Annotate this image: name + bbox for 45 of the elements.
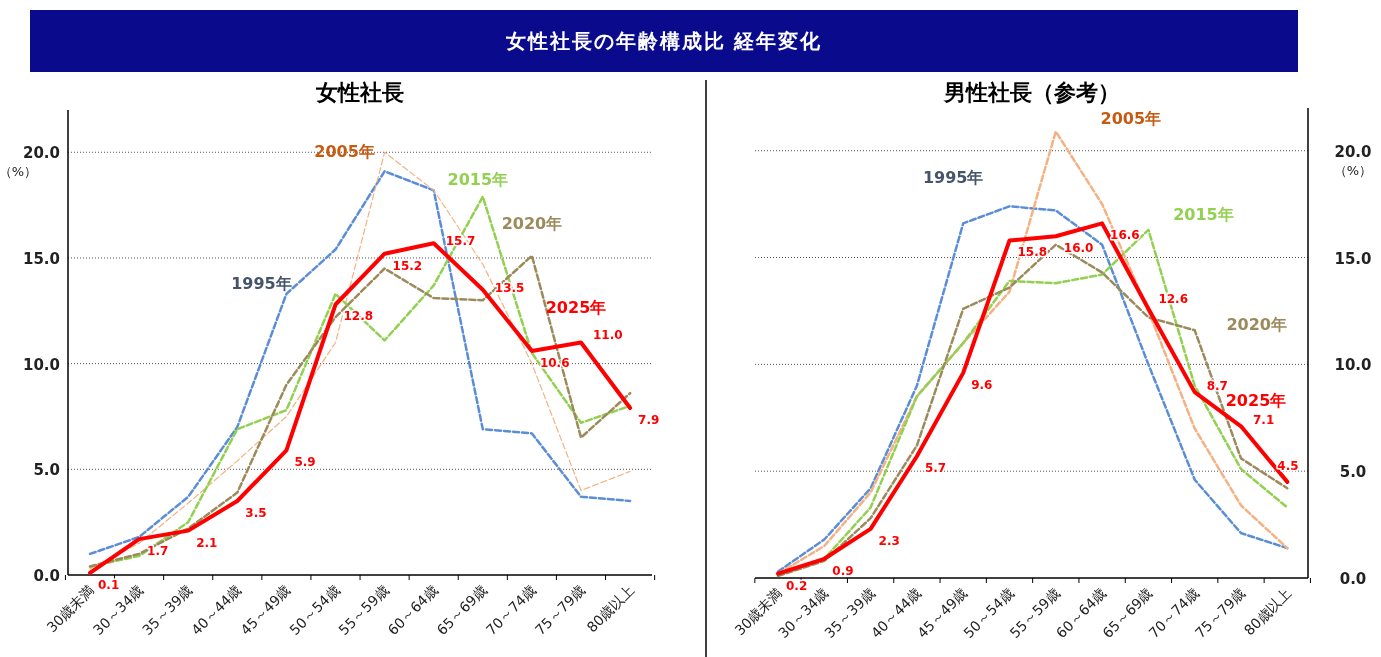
data-label: 0.2 [786,578,808,593]
y-tick-label: 15.0 [22,249,60,268]
data-label: 4.5 [1277,458,1299,473]
data-label: 11.0 [593,327,623,342]
y-tick-label: 0.0 [1339,570,1367,588]
chart-title: 男性社長（参考） [942,80,1120,105]
data-label: 16.0 [1063,241,1094,256]
y-tick-label: 10.0 [1334,356,1372,375]
data-label: 1.7 [147,544,169,559]
data-label: 9.6 [971,377,993,392]
data-label: 0.1 [98,577,120,592]
series-label: 1995年 [231,273,292,293]
y-tick-label: 20.0 [22,144,60,163]
text: 女性社長の年齢構成比 経年変化 [504,29,823,53]
data-label: 0.9 [832,563,854,578]
data-label: 7.1 [1253,413,1275,428]
y-axis-title: （%） [1333,162,1373,178]
data-label: 7.9 [638,413,660,428]
y-tick-label: 20.0 [1334,142,1372,161]
data-label: 2.1 [196,535,218,550]
y-tick-label: 0.0 [33,567,60,585]
data-label: 15.2 [392,258,423,273]
data-label: 3.5 [245,506,267,521]
series-label: 2025年 [1225,391,1287,411]
y-tick-label: 10.0 [22,355,60,374]
data-label: 15.8 [1017,245,1048,260]
data-label: 5.7 [924,461,947,476]
text: 2020年 [501,213,563,233]
data-label: 12.6 [1158,291,1189,306]
series-label: 2015年 [1173,204,1234,224]
data-label: 5.9 [294,455,316,470]
series-label: 2020年 [1226,315,1287,335]
y-tick-label: 5.0 [33,461,60,480]
data-label: 2.3 [878,533,900,548]
y-tick-label: 15.0 [1334,249,1372,268]
chart-title: 女性社長 [315,80,404,105]
data-label: 8.7 [1206,379,1228,394]
series-label: 2015年 [447,169,509,189]
y-axis-title: （%） [0,164,38,180]
text: 2005年 [1100,108,1162,128]
y-tick-label: 5.0 [1339,463,1367,482]
data-label: 16.6 [1110,228,1140,243]
series-label: 2025年 [545,297,607,317]
series-label: 2005年 [314,142,375,162]
series-label: 1995年 [922,168,984,188]
